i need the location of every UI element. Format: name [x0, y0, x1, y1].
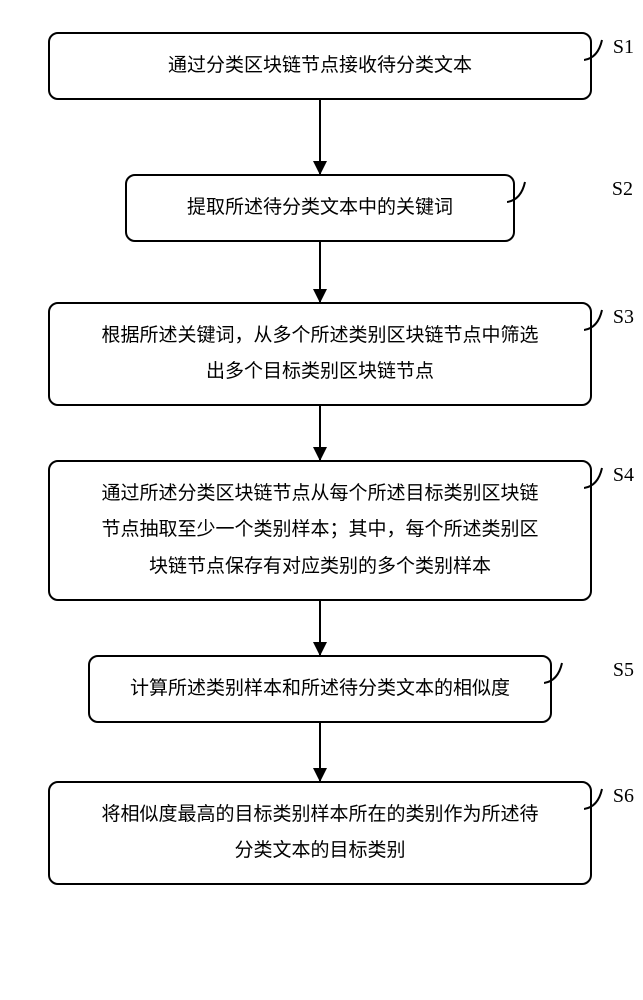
node-s2: 提取所述待分类文本中的关键词 S2 — [125, 174, 515, 242]
arrow — [319, 723, 321, 781]
arrowhead-icon — [313, 161, 327, 175]
node-text: 通过所述分类区块链节点从每个所述目标类别区块链 — [68, 476, 572, 512]
step-label: S3 — [613, 298, 634, 336]
node-text: 通过分类区块链节点接收待分类文本 — [68, 48, 572, 84]
arrowhead-icon — [313, 642, 327, 656]
arrow — [319, 406, 321, 460]
arrowhead-icon — [313, 447, 327, 461]
flowchart-container: 通过分类区块链节点接收待分类文本 S1 提取所述待分类文本中的关键词 S2 根据… — [40, 32, 600, 885]
node-text: 将相似度最高的目标类别样本所在的类别作为所述待 — [68, 797, 572, 833]
arrow — [319, 601, 321, 655]
node-text: 计算所述类别样本和所述待分类文本的相似度 — [108, 671, 532, 707]
node-s3: 根据所述关键词，从多个所述类别区块链节点中筛选 出多个目标类别区块链节点 S3 — [48, 302, 592, 406]
callout-curve — [584, 466, 608, 490]
arrowhead-icon — [313, 289, 327, 303]
arrowhead-icon — [313, 768, 327, 782]
node-text: 出多个目标类别区块链节点 — [68, 354, 572, 390]
node-s4: 通过所述分类区块链节点从每个所述目标类别区块链 节点抽取至少一个类别样本；其中，… — [48, 460, 592, 600]
callout-curve — [507, 180, 531, 204]
node-text: 根据所述关键词，从多个所述类别区块链节点中筛选 — [68, 318, 572, 354]
node-s5: 计算所述类别样本和所述待分类文本的相似度 S5 — [88, 655, 552, 723]
step-label: S5 — [613, 651, 634, 689]
step-label: S6 — [613, 777, 634, 815]
node-s6: 将相似度最高的目标类别样本所在的类别作为所述待 分类文本的目标类别 S6 — [48, 781, 592, 885]
callout-curve — [584, 38, 608, 62]
step-label: S4 — [613, 456, 634, 494]
step-label: S1 — [613, 28, 634, 66]
callout-curve — [584, 308, 608, 332]
arrow — [319, 242, 321, 302]
callout-curve — [584, 787, 608, 811]
node-text: 分类文本的目标类别 — [68, 833, 572, 869]
node-s1: 通过分类区块链节点接收待分类文本 S1 — [48, 32, 592, 100]
callout-curve — [544, 661, 568, 685]
node-text: 块链节点保存有对应类别的多个类别样本 — [68, 549, 572, 585]
node-text: 节点抽取至少一个类别样本；其中，每个所述类别区 — [68, 512, 572, 548]
node-text: 提取所述待分类文本中的关键词 — [145, 190, 495, 226]
step-label: S2 — [612, 170, 633, 208]
arrow — [319, 100, 321, 174]
